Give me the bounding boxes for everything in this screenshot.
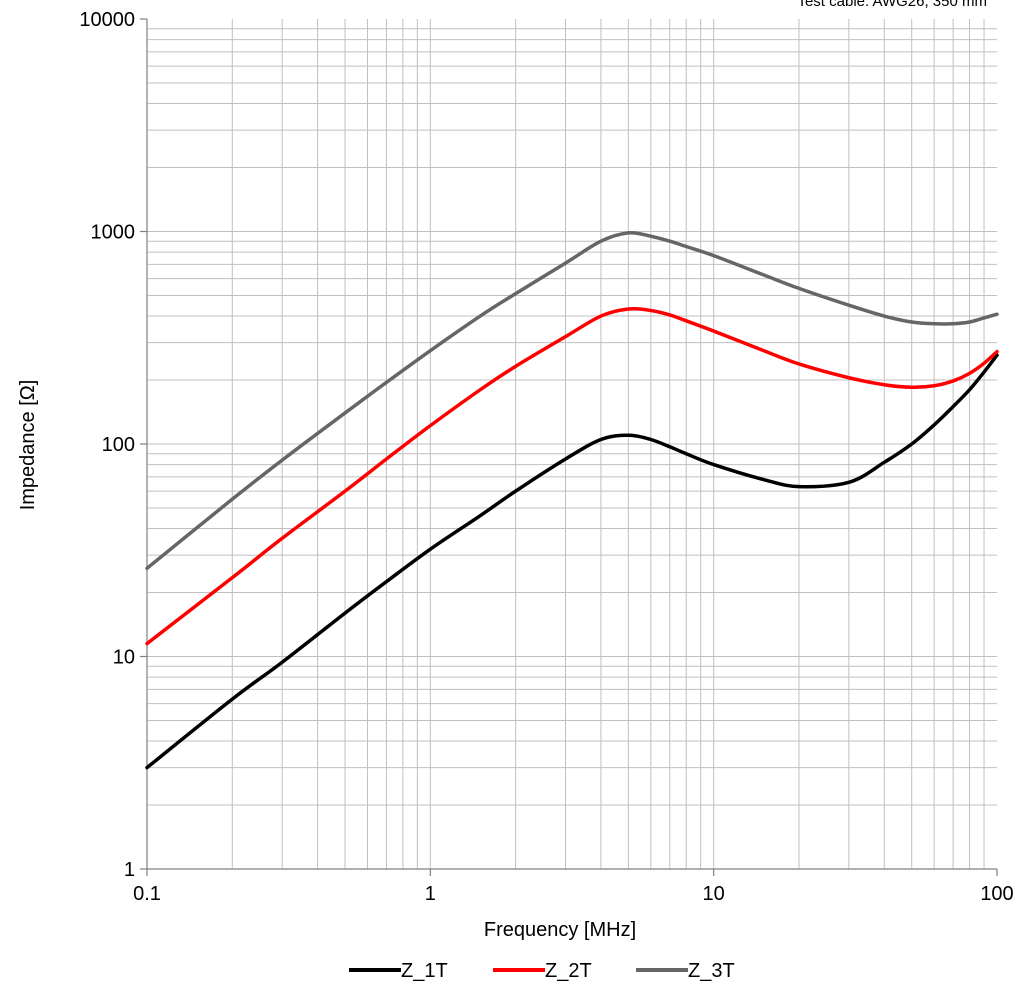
series-line-z-1t <box>145 353 999 770</box>
y-axis-title: Impedance [Ω] <box>17 380 39 511</box>
y-tick-label: 100 <box>102 434 135 456</box>
series-lines <box>145 230 999 770</box>
y-tick-label: 1000 <box>91 222 136 244</box>
test-cable-annotation: Test cable: AWG26, 350 mm <box>797 0 987 10</box>
y-tick-label: 10000 <box>79 9 135 31</box>
y-tick-label: 1 <box>124 859 135 881</box>
legend-label-z-2t: Z_2T <box>545 960 592 982</box>
x-axis-title: Frequency [MHz] <box>484 919 636 941</box>
x-tick-label: 10 <box>703 883 725 905</box>
grid <box>147 19 997 869</box>
legend-label-z-3t: Z_3T <box>688 960 735 982</box>
x-tick-label: 1 <box>425 883 436 905</box>
y-tick-label: 10 <box>113 647 135 669</box>
legend-label-z-1t: Z_1T <box>401 960 448 982</box>
x-tick-label: 0.1 <box>133 883 161 905</box>
x-tick-label: 100 <box>980 883 1013 905</box>
series-line-z-2t <box>145 306 999 646</box>
series-line-z-3t <box>145 230 999 571</box>
axes <box>140 18 998 876</box>
legend: Z_1T Z_2T Z_3T <box>349 960 735 982</box>
